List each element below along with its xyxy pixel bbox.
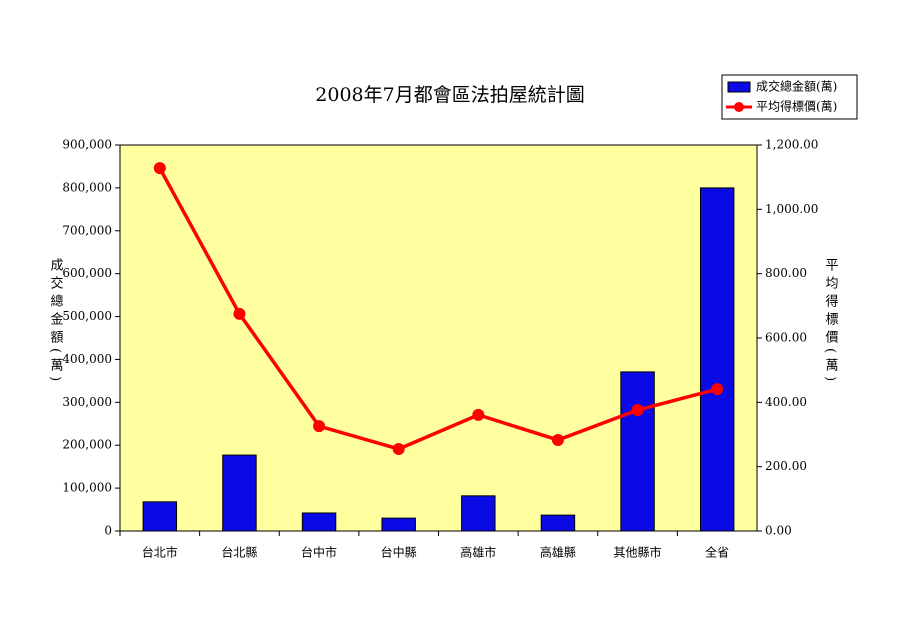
y-tick-label: 500,000 xyxy=(62,309,112,323)
y-axis-label: 成交總金額(萬) xyxy=(48,258,64,386)
bar xyxy=(381,517,416,532)
x-tick-label: 台北縣 xyxy=(221,545,257,560)
legend-label: 平均得標價(萬) xyxy=(756,99,837,114)
bar xyxy=(461,495,496,532)
line-marker xyxy=(153,162,166,175)
line-marker xyxy=(711,383,724,396)
y2-tick-label: 800.00 xyxy=(765,266,807,280)
line-marker xyxy=(233,307,246,320)
y2-tick-label: 1,000.00 xyxy=(765,202,818,216)
y-tick-label: 900,000 xyxy=(62,138,112,152)
y-tick-label: 800,000 xyxy=(62,180,112,194)
y2-tick-label: 1,200.00 xyxy=(765,138,818,152)
line-marker xyxy=(551,433,564,446)
bar xyxy=(699,187,735,532)
y2-tick-label: 200.00 xyxy=(765,459,807,473)
x-tick-label: 高雄縣 xyxy=(540,545,576,560)
x-tick-label: 台中市 xyxy=(301,545,337,560)
line-marker xyxy=(472,408,485,421)
x-tick-label: 其他縣市 xyxy=(614,545,662,560)
y2-axis-label: 平均得標價(萬) xyxy=(823,258,839,386)
chart-title: 2008年7月都會區法拍屋統計圖 xyxy=(315,84,584,106)
line xyxy=(158,167,718,451)
x-tick-label: 台中縣 xyxy=(381,545,417,560)
legend-swatch xyxy=(727,81,751,93)
y-tick-label: 200,000 xyxy=(62,438,112,452)
x-tick-label: 高雄市 xyxy=(460,545,496,560)
y-tick-label: 700,000 xyxy=(62,223,112,237)
legend-swatch xyxy=(734,102,744,112)
bar xyxy=(540,514,576,532)
line-marker xyxy=(631,404,644,417)
y-tick-label: 100,000 xyxy=(62,481,112,495)
line-marker xyxy=(392,442,405,455)
y-tick-label: 400,000 xyxy=(62,352,112,366)
bar xyxy=(301,512,337,532)
bar xyxy=(222,454,257,532)
line-marker xyxy=(313,420,326,433)
y-tick-label: 0 xyxy=(104,524,112,538)
bar xyxy=(142,501,178,532)
x-tick-label: 全省 xyxy=(705,545,729,560)
y2-tick-label: 400.00 xyxy=(765,395,807,409)
y2-tick-label: 0.00 xyxy=(765,524,792,538)
plot-area xyxy=(119,144,758,532)
x-tick-label: 台北市 xyxy=(142,545,178,560)
y-tick-label: 300,000 xyxy=(62,395,112,409)
legend-label: 成交總金額(萬) xyxy=(756,79,837,94)
bar xyxy=(620,371,655,532)
y-tick-label: 600,000 xyxy=(62,266,112,280)
y2-tick-label: 600.00 xyxy=(765,331,807,345)
